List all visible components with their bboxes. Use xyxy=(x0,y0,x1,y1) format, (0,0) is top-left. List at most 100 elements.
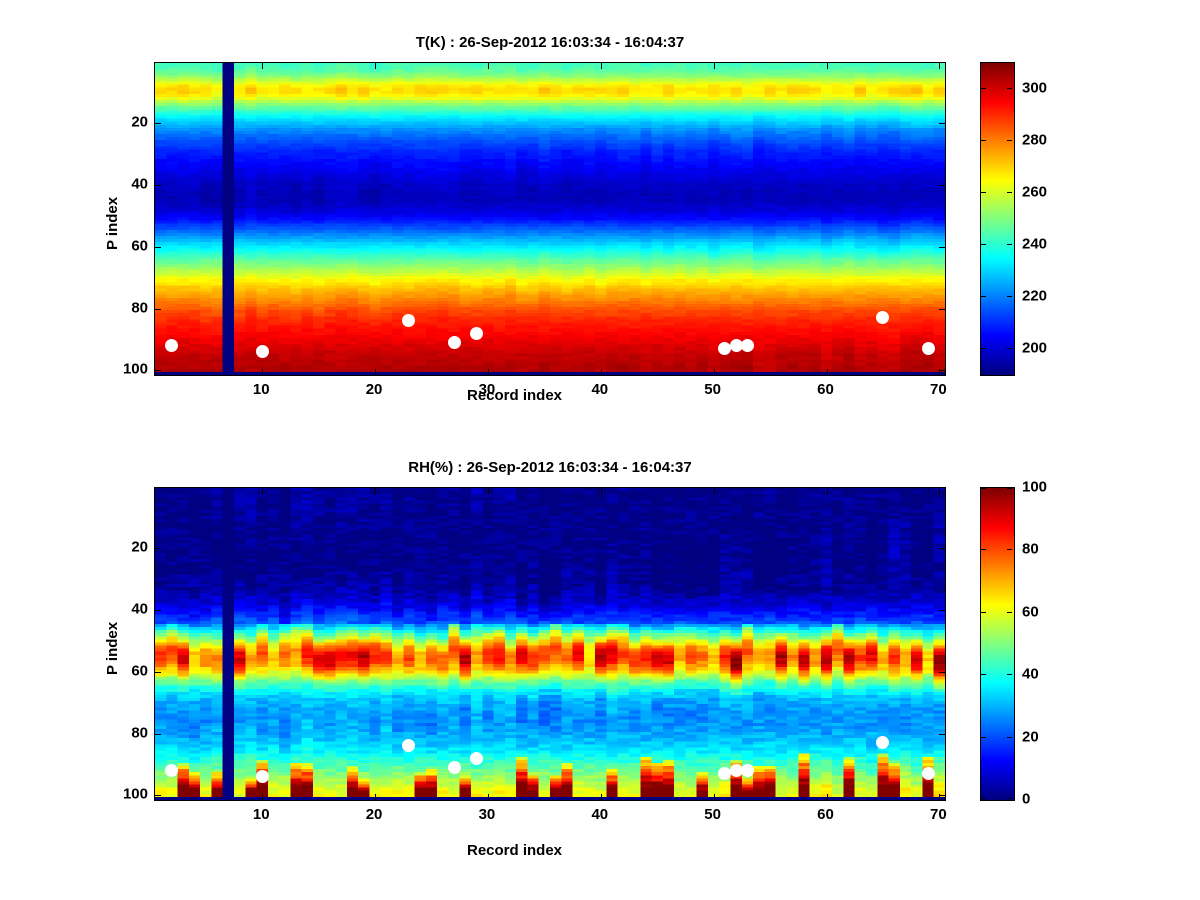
y-tick xyxy=(939,610,945,612)
x-tick xyxy=(600,794,602,800)
colorbar-tick xyxy=(981,798,986,799)
colorbar-tick xyxy=(1007,549,1012,551)
heatmap-temperature xyxy=(154,62,946,376)
x-tick xyxy=(262,488,264,494)
y-tick xyxy=(155,548,161,550)
x-tick-label: 40 xyxy=(591,381,609,398)
x-tick xyxy=(262,63,264,69)
x-tick xyxy=(375,369,377,375)
y-tick-label: 20 xyxy=(131,113,148,131)
x-tick-label: 20 xyxy=(365,381,383,398)
heatmap-relative-humidity xyxy=(154,487,946,801)
x-tick xyxy=(262,794,264,800)
x-axis-title-temperature: Record index xyxy=(467,387,563,404)
colorbar-tick xyxy=(1007,611,1012,613)
colorbar-tick xyxy=(981,674,986,676)
x-tick xyxy=(713,369,715,375)
x-tick-label: 10 xyxy=(252,806,270,823)
x-tick xyxy=(487,369,489,375)
heatmap-image-relative-humidity xyxy=(155,488,945,800)
colorbar-tick xyxy=(1007,488,1012,489)
x-tick-label: 30 xyxy=(478,806,496,823)
colorbar-tick xyxy=(981,140,986,141)
x-tick xyxy=(600,369,602,375)
y-tick xyxy=(155,733,161,735)
colorbar-tick xyxy=(1007,348,1012,349)
colorbar-tick-label: 240 xyxy=(1022,235,1048,253)
x-axis-title-relative-humidity: Record index xyxy=(467,842,563,859)
x-tick-label: 70 xyxy=(930,806,947,823)
y-tick xyxy=(939,795,945,797)
y-tick-label: 60 xyxy=(131,662,148,680)
colorbar-tick xyxy=(1007,296,1012,297)
x-tick xyxy=(826,794,828,800)
y-tick xyxy=(939,185,945,187)
y-tick xyxy=(155,795,161,797)
y-axis-title-temperature: P index xyxy=(104,196,121,250)
colorbar-relative-humidity xyxy=(980,487,1015,801)
y-tick-label: 20 xyxy=(131,538,148,556)
x-tick-label: 60 xyxy=(817,381,834,398)
data-marker xyxy=(255,345,269,359)
data-marker xyxy=(402,314,416,328)
colorbar-tick xyxy=(981,549,986,551)
x-tick xyxy=(600,63,602,69)
y-tick xyxy=(939,671,945,673)
x-tick xyxy=(262,369,264,375)
y-tick xyxy=(939,246,945,248)
y-tick xyxy=(155,308,161,310)
colorbar-tick xyxy=(981,192,986,193)
data-marker xyxy=(876,311,890,325)
y-tick-label: 40 xyxy=(131,175,148,193)
colorbar-tick xyxy=(1007,674,1012,676)
data-marker xyxy=(447,761,461,775)
colorbar-tick xyxy=(1007,798,1012,799)
y-tick xyxy=(155,671,161,673)
y-tick-label: 80 xyxy=(131,299,148,317)
colorbar-tick-label: 60 xyxy=(1022,603,1039,621)
x-tick-label: 10 xyxy=(252,381,270,398)
data-marker xyxy=(729,764,743,778)
colorbar-tick xyxy=(981,736,986,738)
x-tick xyxy=(487,488,489,494)
data-marker xyxy=(921,342,935,356)
y-tick-label: 60 xyxy=(131,237,148,255)
colorbar-temperature xyxy=(980,62,1015,376)
colorbar-tick xyxy=(1007,192,1012,193)
colorbar-tick xyxy=(1007,140,1012,141)
colorbar-tick xyxy=(1007,736,1012,738)
data-marker xyxy=(402,739,416,753)
x-tick xyxy=(826,63,828,69)
colorbar-tick xyxy=(981,488,986,489)
x-tick-label: 60 xyxy=(817,806,834,823)
colorbar-tick-label: 220 xyxy=(1022,287,1048,305)
y-tick xyxy=(155,370,161,372)
x-tick xyxy=(600,488,602,494)
colorbar-tick xyxy=(981,348,986,349)
colorbar-tick xyxy=(1007,244,1012,245)
x-tick xyxy=(939,63,941,69)
colorbar-tick-label: 20 xyxy=(1022,728,1039,746)
x-tick-label: 40 xyxy=(591,806,609,823)
colorbar-tick-label: 260 xyxy=(1022,183,1048,201)
data-marker xyxy=(255,770,269,784)
data-marker xyxy=(470,326,484,340)
y-tick-label: 100 xyxy=(122,785,148,803)
x-tick xyxy=(487,63,489,69)
y-tick xyxy=(155,123,161,125)
data-marker xyxy=(165,339,179,353)
y-tick-label: 80 xyxy=(131,724,148,742)
x-tick xyxy=(939,488,941,494)
y-tick-label: 40 xyxy=(131,600,148,618)
y-tick xyxy=(939,548,945,550)
x-tick xyxy=(375,794,377,800)
data-marker xyxy=(470,751,484,765)
data-marker xyxy=(921,767,935,781)
colorbar-tick-label: 280 xyxy=(1022,131,1048,149)
colorbar-tick-label: 300 xyxy=(1022,79,1048,97)
y-tick xyxy=(155,185,161,187)
x-tick-label: 50 xyxy=(704,381,721,398)
y-tick xyxy=(939,370,945,372)
colorbar-tick-label: 40 xyxy=(1022,665,1039,683)
x-tick xyxy=(939,369,941,375)
